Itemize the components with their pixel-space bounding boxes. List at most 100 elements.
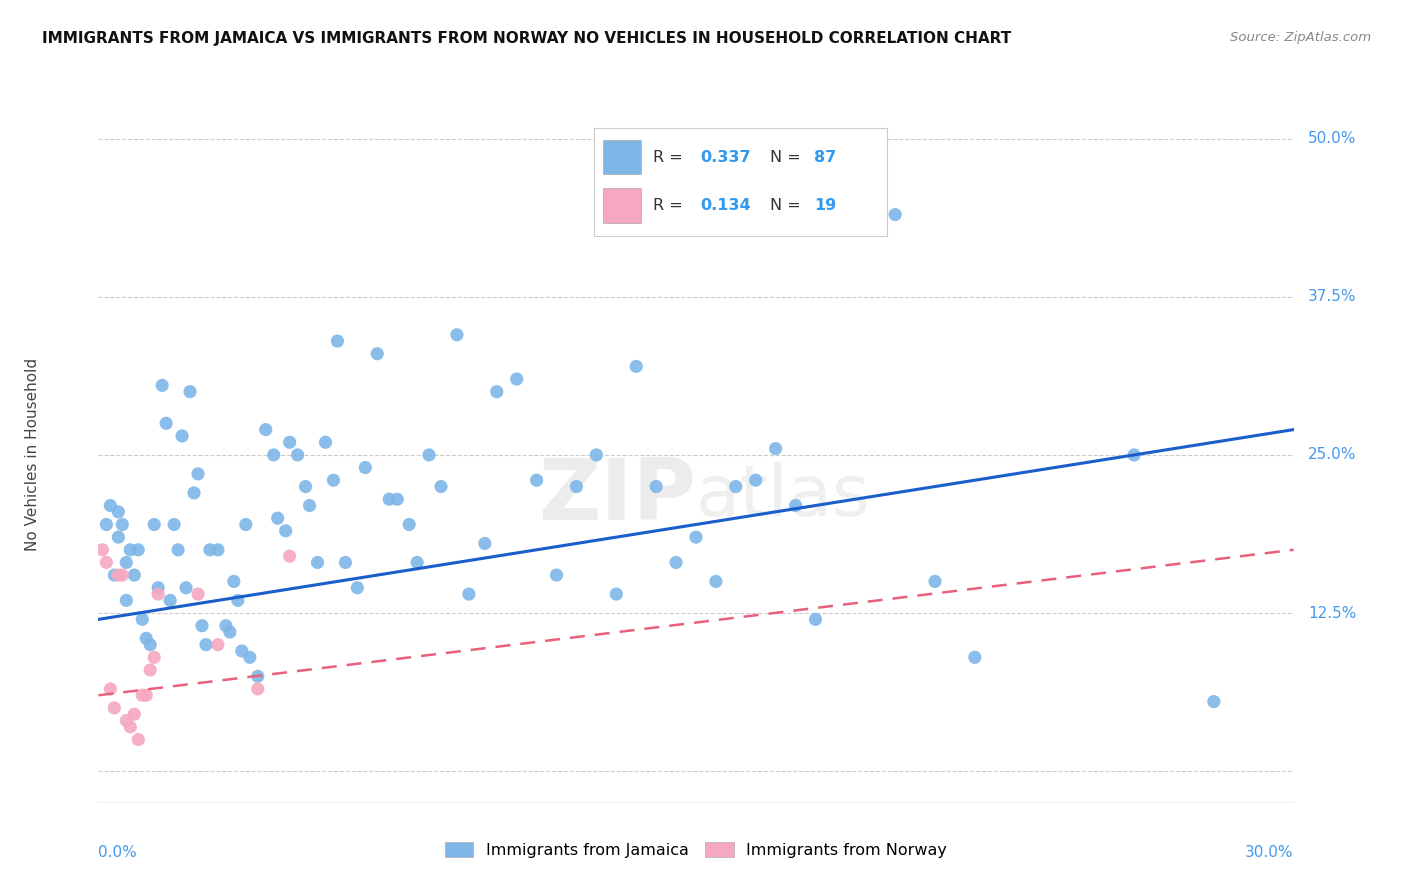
Point (191, 618, 214, 632)
Point (246, 681, 269, 696)
Point (107, 530, 129, 544)
Point (765, 442, 787, 456)
Point (131, 688, 153, 702)
Point (91, 542, 114, 557)
Point (148, 581, 170, 595)
Point (124, 707, 146, 722)
Point (1123, 448, 1146, 462)
Point (103, 568, 125, 582)
Point (222, 574, 245, 589)
Point (274, 524, 297, 538)
Point (163, 517, 186, 532)
Point (346, 581, 368, 595)
Point (294, 479, 316, 493)
Point (506, 372, 529, 386)
Point (198, 542, 221, 557)
Point (139, 638, 162, 652)
Point (278, 435, 301, 450)
Point (267, 511, 290, 525)
Point (167, 542, 190, 557)
Point (287, 448, 309, 462)
Point (458, 587, 481, 601)
Point (924, 574, 946, 589)
Point (127, 732, 149, 747)
Point (254, 423, 277, 437)
Point (335, 556, 357, 570)
Point (115, 593, 138, 607)
Point (278, 549, 301, 563)
Point (174, 581, 197, 595)
Point (143, 517, 166, 532)
Text: 25.0%: 25.0% (1308, 448, 1357, 462)
Point (704, 574, 727, 589)
Point (605, 587, 627, 601)
Point (884, 208, 907, 222)
Text: N =: N = (770, 198, 806, 213)
Point (179, 384, 201, 399)
Point (804, 612, 827, 626)
Point (824, 145, 846, 159)
Point (107, 505, 129, 519)
Point (115, 556, 138, 570)
Point (546, 568, 568, 582)
Text: 0.337: 0.337 (700, 150, 751, 164)
Point (685, 530, 707, 544)
Point (150, 378, 173, 392)
Point (124, 568, 146, 582)
Point (187, 587, 209, 601)
Text: R =: R = (652, 150, 688, 164)
Point (226, 593, 249, 607)
Point (231, 644, 253, 658)
Point (1202, 695, 1225, 709)
Point (724, 479, 747, 493)
Point (159, 593, 181, 607)
Point (246, 669, 269, 683)
Point (585, 448, 607, 462)
Point (378, 492, 401, 507)
Point (963, 650, 986, 665)
Text: IMMIGRANTS FROM JAMAICA VS IMMIGRANTS FROM NORWAY NO VEHICLES IN HOUSEHOLD CORRE: IMMIGRANTS FROM JAMAICA VS IMMIGRANTS FR… (42, 31, 1011, 46)
Point (645, 479, 668, 493)
FancyBboxPatch shape (603, 188, 641, 223)
Point (624, 359, 647, 374)
Point (111, 568, 134, 582)
Point (194, 638, 218, 652)
Point (322, 473, 344, 487)
Point (135, 688, 157, 702)
Point (565, 479, 588, 493)
Point (155, 417, 177, 431)
Point (418, 448, 440, 462)
Text: 0.0%: 0.0% (98, 845, 138, 860)
Point (366, 347, 388, 361)
Point (307, 556, 329, 570)
Point (326, 334, 349, 348)
Point (430, 479, 453, 493)
Point (785, 499, 807, 513)
Point (235, 517, 257, 532)
Text: N =: N = (770, 150, 806, 164)
Point (219, 625, 242, 640)
Point (120, 720, 142, 734)
Point (354, 460, 377, 475)
Legend: Immigrants from Jamaica, Immigrants from Norway: Immigrants from Jamaica, Immigrants from… (439, 836, 953, 864)
Point (107, 568, 129, 582)
Point (745, 473, 768, 487)
Text: No Vehicles in Household: No Vehicles in Household (25, 359, 41, 551)
Point (135, 632, 157, 646)
Text: 50.0%: 50.0% (1308, 131, 1357, 146)
Point (183, 486, 205, 500)
Text: Source: ZipAtlas.com: Source: ZipAtlas.com (1230, 31, 1371, 45)
Point (315, 435, 337, 450)
Text: R =: R = (652, 198, 688, 213)
Point (187, 467, 209, 481)
Point (215, 618, 238, 632)
Text: 37.5%: 37.5% (1308, 289, 1357, 304)
Point (139, 663, 162, 677)
Point (143, 650, 166, 665)
Point (103, 701, 125, 715)
Point (526, 473, 548, 487)
Text: atlas: atlas (696, 462, 870, 531)
Point (398, 517, 420, 532)
Text: 0.134: 0.134 (700, 198, 751, 213)
Point (115, 714, 138, 728)
